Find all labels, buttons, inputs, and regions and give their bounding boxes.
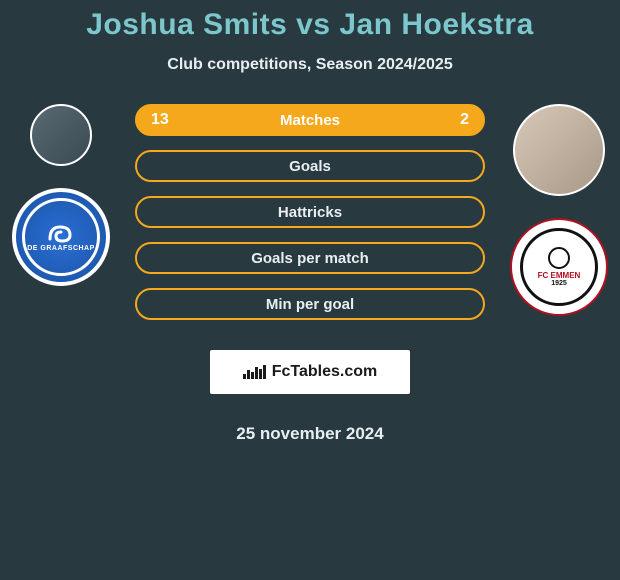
stat-row-hattricks: Hattricks xyxy=(135,196,485,228)
comparison-card: Joshua Smits vs Jan Hoekstra Club compet… xyxy=(0,0,620,444)
chart-icon xyxy=(243,365,266,379)
club-right-inner: FC EMMEN 1925 xyxy=(520,228,598,306)
stat-gpm-label: Goals per match xyxy=(251,250,369,267)
right-column: FC EMMEN 1925 xyxy=(504,104,614,316)
stat-mpg-label: Min per goal xyxy=(266,296,354,313)
club-left-name: DE GRAAFSCHAP xyxy=(27,245,95,252)
left-column: DE GRAAFSCHAP xyxy=(6,104,116,286)
stat-goals-label: Goals xyxy=(289,158,331,175)
stat-hattricks-label: Hattricks xyxy=(278,204,342,221)
club-left-glyph-icon xyxy=(46,223,76,243)
club-left-logo: DE GRAAFSCHAP xyxy=(12,188,110,286)
player-left-avatar xyxy=(30,104,92,166)
stat-row-gpm: Goals per match xyxy=(135,242,485,274)
player-right-avatar xyxy=(513,104,605,196)
club-right-logo: FC EMMEN 1925 xyxy=(510,218,608,316)
stats-column: 13 Matches 2 Goals Hattricks Goals per m… xyxy=(116,104,504,444)
stat-row-mpg: Min per goal xyxy=(135,288,485,320)
stat-matches-left: 13 xyxy=(151,111,169,129)
main-row: DE GRAAFSCHAP 13 Matches 2 Goals Hattric… xyxy=(0,104,620,444)
stat-matches-label: Matches xyxy=(280,112,340,129)
stat-row-goals: Goals xyxy=(135,150,485,182)
club-right-year: 1925 xyxy=(551,280,567,287)
stat-matches-right: 2 xyxy=(460,111,469,129)
subtitle: Club competitions, Season 2024/2025 xyxy=(0,56,620,74)
soccer-ball-icon xyxy=(548,247,570,269)
club-left-inner: DE GRAAFSCHAP xyxy=(22,198,100,276)
branding-badge: FcTables.com xyxy=(210,350,410,394)
page-title: Joshua Smits vs Jan Hoekstra xyxy=(0,8,620,42)
stat-row-matches: 13 Matches 2 xyxy=(135,104,485,136)
date-text: 25 november 2024 xyxy=(236,424,383,444)
branding-text: FcTables.com xyxy=(272,363,378,381)
club-right-name: FC EMMEN xyxy=(538,271,581,280)
